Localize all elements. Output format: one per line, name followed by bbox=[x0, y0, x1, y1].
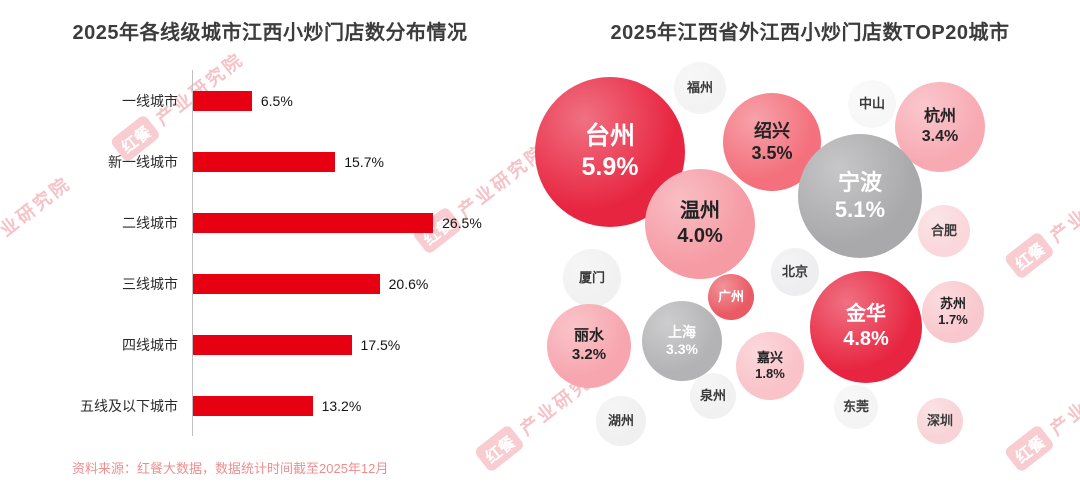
bubble-city-label: 合肥 bbox=[930, 222, 957, 238]
bubble-city-label: 广州 bbox=[717, 288, 744, 304]
bar-area: 17.5% bbox=[192, 314, 516, 375]
bubble-city-label: 湖州 bbox=[607, 412, 634, 428]
bubble-chart-title: 2025年江西省外江西小炒门店数TOP20城市 bbox=[610, 22, 1010, 44]
bar-category-label: 五线及以下城市 bbox=[80, 397, 178, 414]
bubble-value-label: 5.1% bbox=[834, 197, 886, 222]
bubble: 中山 bbox=[848, 80, 896, 128]
bubble: 金华 4.8% bbox=[810, 271, 922, 383]
bubble-city-label: 福州 bbox=[686, 79, 713, 95]
bubble: 东莞 bbox=[834, 385, 878, 429]
bubble: 宁波 5.1% bbox=[798, 134, 922, 258]
bar bbox=[193, 90, 252, 111]
bar-area: 15.7% bbox=[192, 131, 516, 192]
bubble-city-label: 深圳 bbox=[926, 412, 953, 428]
bar bbox=[193, 212, 434, 233]
bubble-city-label: 嘉兴 bbox=[756, 349, 783, 365]
bubble-city-label: 上海 bbox=[668, 323, 696, 340]
bar-value-label: 17.5% bbox=[360, 336, 401, 353]
bar-category-label: 一线城市 bbox=[122, 92, 178, 109]
bubble: 厦门 bbox=[563, 249, 621, 307]
bubble: 丽水 3.2% bbox=[547, 304, 631, 388]
bar-value-label: 6.5% bbox=[260, 92, 293, 109]
bubble-city-label: 北京 bbox=[781, 263, 808, 279]
bubble-city-label: 宁波 bbox=[837, 169, 882, 195]
bubble: 绍兴 3.5% bbox=[723, 93, 821, 191]
bubble-value-label: 3.4% bbox=[921, 128, 959, 145]
bar-area: 20.6% bbox=[192, 253, 516, 314]
bubble-value-label: 1.8% bbox=[755, 366, 785, 381]
bubble: 上海 3.3% bbox=[642, 301, 722, 381]
bar-area: 6.5% bbox=[192, 70, 516, 131]
bar-area: 13.2% bbox=[192, 375, 516, 436]
bar bbox=[193, 151, 336, 172]
bubble-value-label: 4.8% bbox=[843, 328, 889, 350]
bubble: 苏州 1.7% bbox=[922, 281, 984, 343]
bar-category-label: 四线城市 bbox=[122, 336, 178, 353]
bubble-value-label: 3.2% bbox=[571, 346, 607, 363]
bar-category-label: 三线城市 bbox=[122, 275, 178, 292]
bubble-value-label: 3.5% bbox=[751, 143, 793, 163]
bubble-city-label: 温州 bbox=[680, 200, 720, 222]
bar bbox=[193, 334, 352, 355]
bar-row: 四线城市 17.5% bbox=[46, 314, 516, 375]
bar bbox=[193, 273, 380, 294]
bar-value-label: 20.6% bbox=[388, 275, 429, 292]
bubble: 泉州 bbox=[690, 373, 736, 419]
bubble-chart-panel: 2025年江西省外江西小炒门店数TOP20城市 bbox=[540, 0, 1080, 503]
bubble-value-label: 5.9% bbox=[581, 153, 639, 181]
bar-row: 三线城市 20.6% bbox=[46, 253, 516, 314]
bubble: 福州 bbox=[674, 62, 726, 114]
bubble-city-label: 丽水 bbox=[573, 327, 604, 345]
bubble-value-label: 1.7% bbox=[938, 312, 968, 327]
source-note: 资料来源：红餐大数据，数据统计时间截至2025年12月 bbox=[72, 461, 389, 476]
bar-chart-panel: 2025年各线级城市江西小炒门店数分布情况 一线城市 6.5% 新一线城市 15.7%… bbox=[46, 22, 516, 436]
bubble: 合肥 bbox=[918, 205, 970, 257]
bar-value-label: 13.2% bbox=[321, 397, 362, 414]
bubble-city-label: 台州 bbox=[584, 121, 635, 150]
bubble-city-label: 厦门 bbox=[578, 269, 605, 285]
bubble: 杭州 3.4% bbox=[895, 82, 985, 172]
bubble: 温州 4.0% bbox=[645, 169, 755, 279]
bubble: 深圳 bbox=[917, 398, 963, 444]
bubble: 嘉兴 1.8% bbox=[736, 332, 804, 400]
bar-chart-title: 2025年各线级城市江西小炒门店数分布情况 bbox=[72, 22, 468, 44]
bar-category-label: 二线城市 bbox=[122, 214, 178, 231]
bar-value-label: 15.7% bbox=[344, 153, 384, 170]
bar bbox=[193, 395, 313, 416]
bubble-value-label: 4.0% bbox=[677, 225, 723, 247]
bar-row: 一线城市 6.5% bbox=[46, 70, 516, 131]
bubble-city-label: 中山 bbox=[858, 95, 885, 111]
bubble-city-label: 金华 bbox=[846, 303, 886, 325]
bubble: 湖州 bbox=[596, 396, 646, 446]
bubble-city-label: 杭州 bbox=[923, 108, 956, 125]
bubble-city-label: 苏州 bbox=[939, 295, 966, 311]
bubble: 北京 bbox=[771, 248, 819, 296]
bar-row: 五线及以下城市 13.2% bbox=[46, 375, 516, 436]
bubble-city-label: 泉州 bbox=[699, 387, 726, 403]
bubble: 广州 bbox=[708, 274, 754, 320]
bubble-city-label: 东莞 bbox=[842, 398, 869, 414]
bubble-value-label: 3.3% bbox=[666, 341, 698, 357]
bubble-city-label: 绍兴 bbox=[754, 120, 790, 141]
bar-chart: 一线城市 6.5% 新一线城市 15.7% 二线城市 26.5% 三线城市 20.6% 四线城市… bbox=[46, 70, 516, 436]
